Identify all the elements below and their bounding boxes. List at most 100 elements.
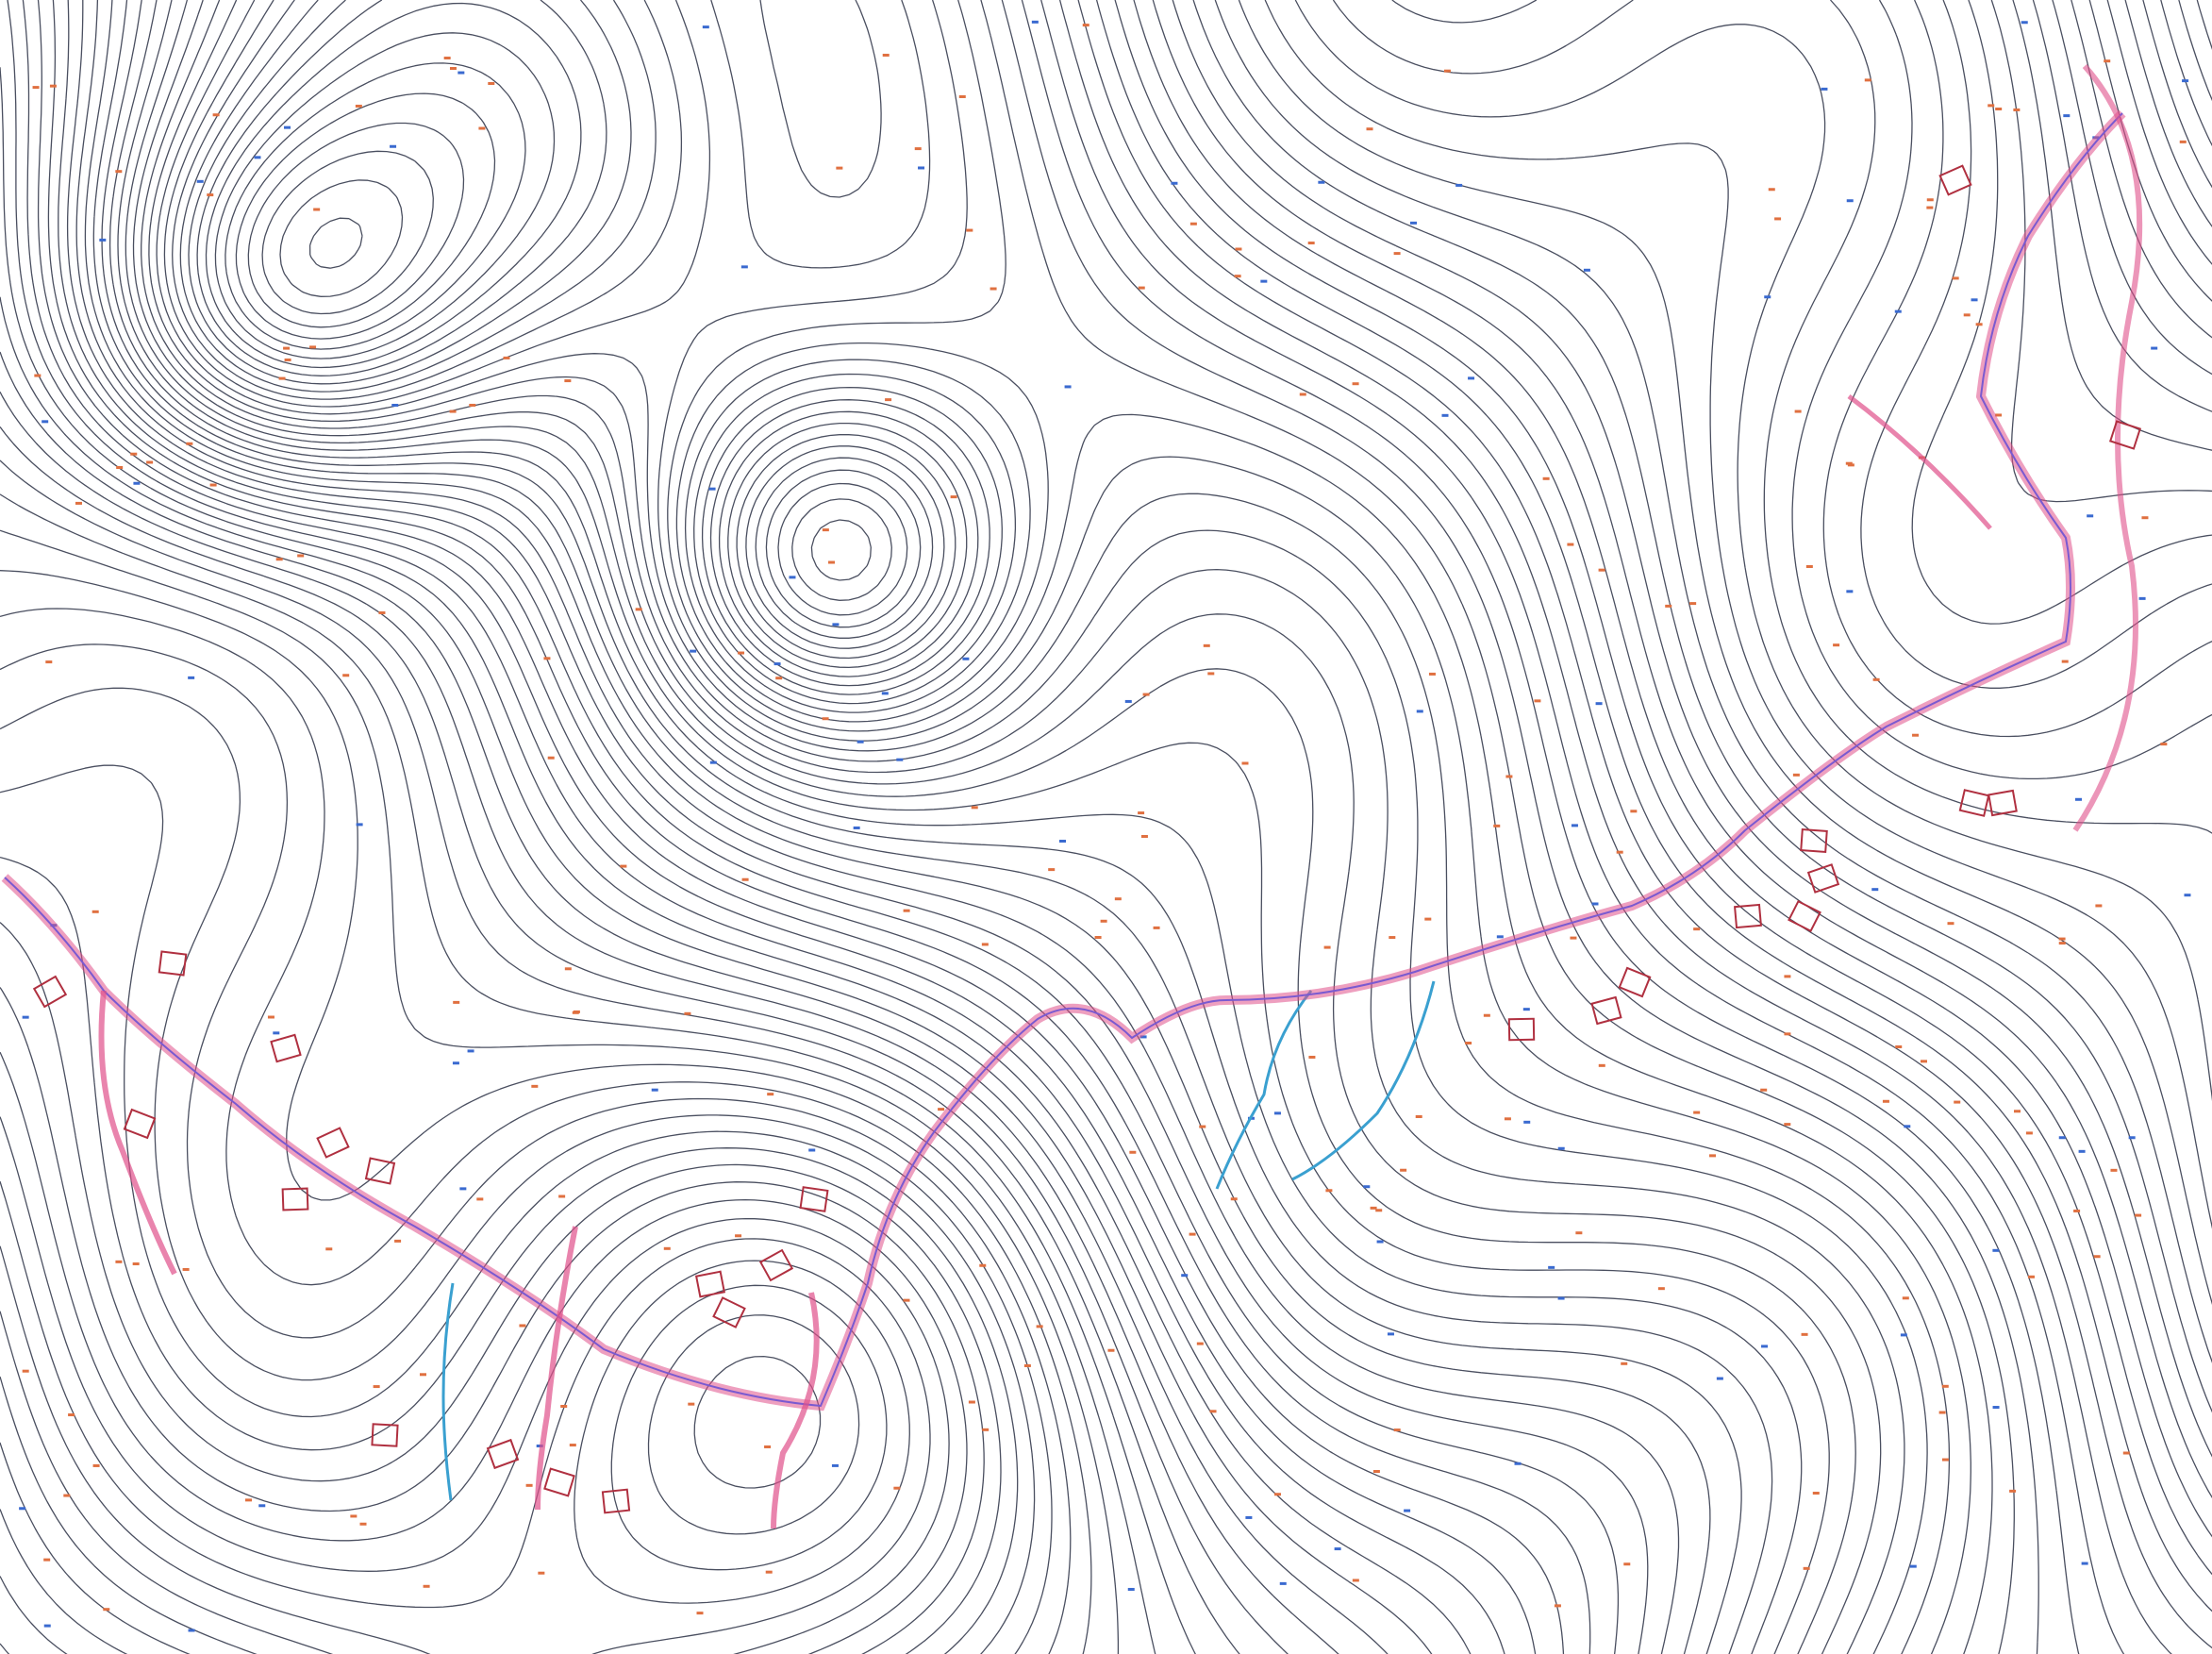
contour [791,0,2212,1363]
contour [2032,0,2212,412]
spot-marker [244,1498,252,1502]
spot-marker [1847,463,1854,467]
spot-marker [1992,1248,2000,1252]
contour [0,351,1389,1654]
spot-marker [273,1031,280,1035]
spot-marker [1909,1564,1917,1568]
spot-marker [1370,1206,1377,1210]
spot-marker [822,528,829,532]
spot-marker [130,452,138,456]
spot-marker [990,287,997,291]
spot-marker [1189,222,1197,226]
contour [101,0,1773,1654]
contour [0,987,985,1654]
spot-marker [2104,59,2111,63]
spot-marker [1363,1185,1371,1189]
spot-marker [2110,1168,2118,1172]
contour [247,0,2212,1576]
spot-marker [132,1262,140,1266]
spot-marker [1557,1296,1565,1300]
spot-marker [2027,1275,2035,1278]
spot-marker [1941,1384,1949,1388]
spot-marker [1441,413,1449,417]
spot-marker [1665,604,1672,608]
spot-marker [22,1015,29,1019]
spot-marker [1709,1154,1717,1158]
spot-marker [309,345,317,349]
building [1806,863,1840,894]
contour [2142,0,2212,189]
spot-marker [1372,1469,1380,1473]
contour [0,1314,860,1654]
spot-marker [207,193,214,197]
spot-marker [49,84,57,88]
spot-marker [34,374,42,377]
spot-marker [979,1263,987,1267]
spot-marker [1764,295,1771,299]
contour [810,0,2212,1306]
spot-marker [99,238,107,242]
contour [0,1116,950,1654]
spot-marker [1234,275,1241,278]
spot-marker [1995,413,2003,417]
spot-marker [2160,743,2168,746]
spot-marker [2014,1110,2021,1113]
spot-marker [75,501,82,505]
spot-marker [1926,198,1934,202]
contour [156,0,1951,1654]
spot-marker [1260,279,1268,283]
building [2108,420,2142,450]
spot-marker [1514,1462,1522,1465]
spot-marker [1064,385,1072,389]
spot-marker [1209,1410,1217,1413]
spot-marker [2182,79,2189,83]
spot-marker [822,717,829,721]
spot-marker [1938,1411,1946,1414]
spot-marker-layer [19,20,2191,1632]
building [543,1467,575,1497]
spot-marker [564,379,572,383]
spot-marker [966,228,973,232]
contour [1264,0,2212,1229]
spot-marker [1941,1458,1949,1462]
spot-marker [1094,936,1102,939]
spot-marker [1352,1579,1359,1582]
building [486,1438,520,1470]
spot-marker [1107,1348,1115,1352]
spot-marker [1864,78,1871,82]
spot-marker [1235,247,1242,251]
spot-marker [1308,1055,1316,1059]
spot-marker [1784,975,1791,978]
contour [2012,0,2212,451]
spot-marker [882,53,890,57]
contour [132,0,1882,1654]
contour [279,0,2212,1499]
spot-marker [832,623,840,627]
spot-marker [1872,677,1880,681]
spot-marker [313,208,321,211]
building [1938,164,1972,196]
contour [261,0,2212,1538]
spot-marker [2128,1136,2136,1140]
spot-marker [92,1463,100,1467]
spot-marker [449,67,457,71]
contour [0,1051,968,1654]
spot-marker [1181,1274,1189,1278]
spot-marker [1325,1189,1333,1193]
spot-marker [1846,590,1854,593]
spot-marker [741,877,749,881]
contour [196,0,2080,1654]
spot-marker [1241,761,1249,765]
spot-marker [2021,21,2028,25]
spot-marker [1926,206,1934,209]
spot-marker [1768,188,1775,192]
contour [1822,0,2212,738]
spot-marker [283,346,291,350]
spot-marker [1189,1232,1196,1236]
spot-marker [1575,1231,1583,1235]
spot-marker [775,677,783,680]
building [270,1033,302,1063]
spot-marker [1323,945,1331,949]
spot-marker [1616,850,1623,854]
spot-marker [982,1428,990,1431]
